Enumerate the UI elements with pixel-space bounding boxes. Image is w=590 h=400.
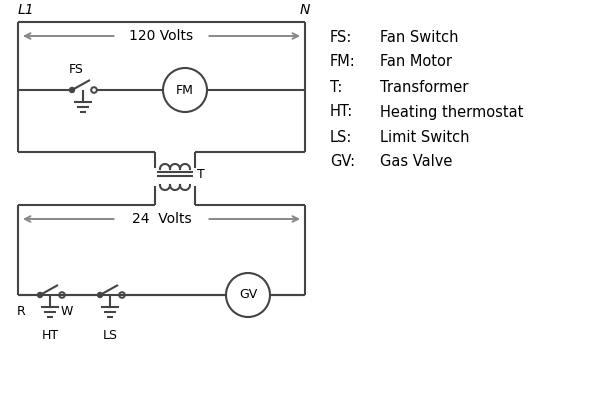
Text: 24  Volts: 24 Volts — [132, 212, 191, 226]
Text: GV:: GV: — [330, 154, 355, 170]
Text: L1: L1 — [18, 3, 35, 17]
Text: LS: LS — [103, 329, 117, 342]
Text: Heating thermostat: Heating thermostat — [380, 104, 523, 120]
Text: Fan Switch: Fan Switch — [380, 30, 458, 44]
Text: GV: GV — [239, 288, 257, 302]
Text: FM:: FM: — [330, 54, 356, 70]
Text: W: W — [61, 305, 73, 318]
Text: T:: T: — [330, 80, 342, 94]
Text: Fan Motor: Fan Motor — [380, 54, 452, 70]
Text: T: T — [197, 168, 205, 182]
Text: FM: FM — [176, 84, 194, 96]
Text: Transformer: Transformer — [380, 80, 468, 94]
Text: FS:: FS: — [330, 30, 352, 44]
Circle shape — [226, 273, 270, 317]
Circle shape — [70, 88, 74, 92]
Text: HT: HT — [41, 329, 58, 342]
Text: Limit Switch: Limit Switch — [380, 130, 470, 144]
Text: R: R — [17, 305, 25, 318]
Text: 120 Volts: 120 Volts — [129, 29, 194, 43]
Text: N: N — [300, 3, 310, 17]
Text: HT:: HT: — [330, 104, 353, 120]
Text: Gas Valve: Gas Valve — [380, 154, 453, 170]
Circle shape — [97, 292, 103, 298]
Circle shape — [38, 292, 42, 298]
Text: FS: FS — [68, 63, 83, 76]
Text: LS:: LS: — [330, 130, 352, 144]
